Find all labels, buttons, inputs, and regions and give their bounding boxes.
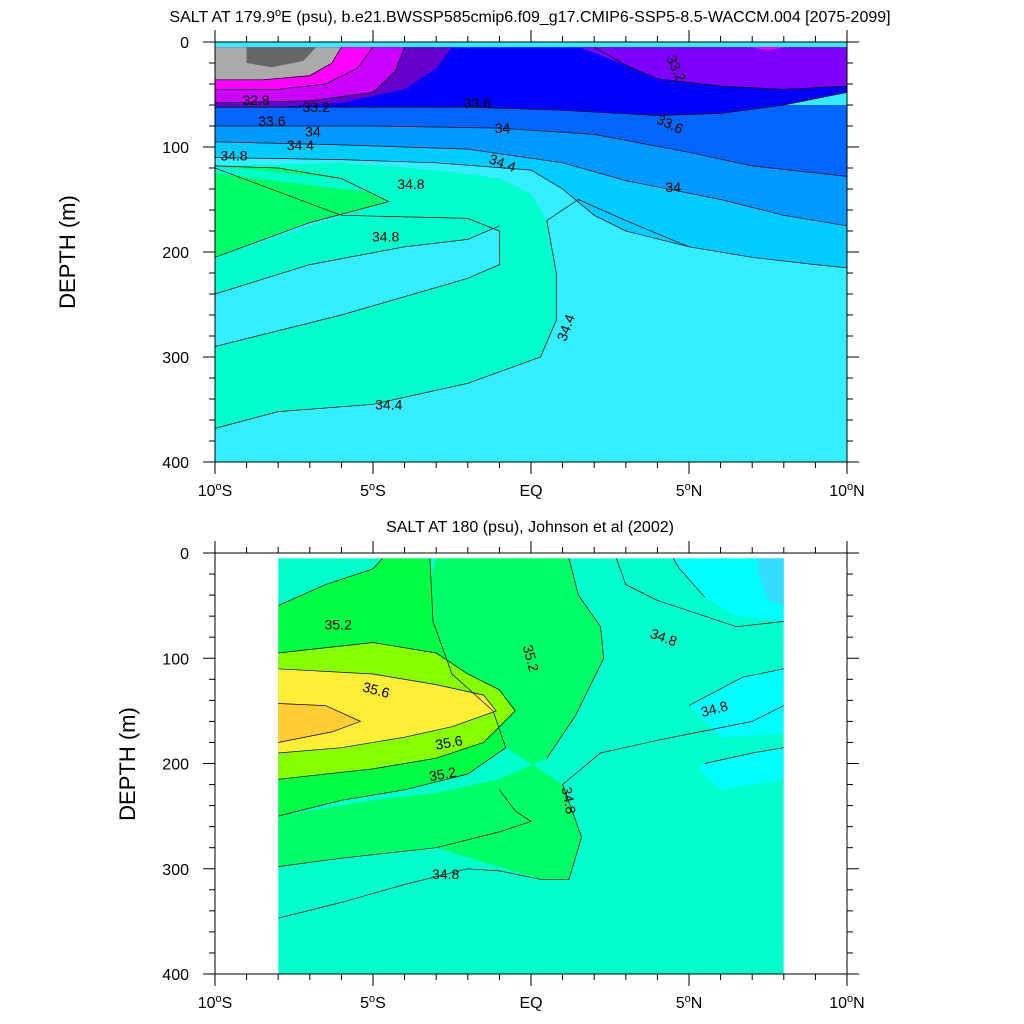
- contour-line: [215, 125, 847, 177]
- plot-area: 35.235.635.635.235.234.834.834.834.8: [278, 558, 784, 974]
- x-tick-label: 10oN: [829, 993, 864, 1012]
- contour-label: 34.4: [375, 396, 402, 412]
- contour-line: [215, 47, 374, 90]
- contour-line: [704, 747, 784, 764]
- contour-label: 35.2: [428, 764, 458, 785]
- contour-label: 34: [305, 123, 321, 139]
- contour-label: 34: [665, 179, 681, 195]
- y-axis-title: DEPTH (m): [115, 707, 140, 821]
- y-tick-label: 300: [162, 350, 189, 367]
- contour-label: 34: [495, 120, 511, 136]
- contour-line: [278, 558, 383, 606]
- contour-label: 33.2: [302, 99, 329, 115]
- y-axis-title: DEPTH (m): [55, 195, 80, 309]
- x-tick-label: 5oN: [676, 993, 703, 1012]
- contour-fill-region: [616, 558, 784, 622]
- contour-line: [278, 642, 516, 780]
- contour-fill-region: [278, 703, 361, 743]
- x-tick-label: 10oS: [198, 993, 233, 1012]
- contour-line: [215, 141, 847, 227]
- contour-label: 34.8: [699, 697, 730, 720]
- chart-title: SALT AT 179.9oE (psu), b.e21.BWSSP585cmi…: [169, 7, 890, 26]
- contour-line: [215, 165, 390, 258]
- contour-label: 34.4: [287, 137, 314, 153]
- contour-label: 34.8: [220, 147, 247, 163]
- contour-fill-region: [215, 162, 557, 429]
- chart-title: SALT AT 180 (psu), Johnson et al (2002): [386, 519, 674, 536]
- contour-line: [278, 668, 497, 754]
- y-tick-label: 400: [162, 967, 189, 984]
- contour-fill-region: [698, 747, 784, 790]
- y-tick-label: 0: [180, 546, 189, 563]
- contour-line: [278, 703, 362, 743]
- contour-label: 33.6: [258, 113, 285, 129]
- contour-line: [215, 92, 847, 116]
- contour-fill-region: [215, 165, 500, 294]
- contour-label: 35.2: [520, 643, 543, 674]
- contour-line: [215, 199, 847, 429]
- contour-fill-region: [758, 558, 784, 606]
- contour-label: 34.8: [432, 866, 459, 882]
- y-tick-label: 100: [162, 651, 189, 668]
- contour-fill-region: [752, 47, 784, 51]
- contour-line: [615, 558, 784, 628]
- contour-label: 35.2: [325, 617, 352, 633]
- x-tick-label: 5oN: [676, 481, 703, 500]
- contour-label: 35.6: [434, 732, 464, 753]
- contour-fill-group: [215, 42, 847, 462]
- contour-line: [672, 558, 706, 598]
- contour-panel-model: SALT AT 179.9oE (psu), b.e21.BWSSP585cmi…: [55, 7, 891, 500]
- x-tick-label: EQ: [519, 483, 542, 500]
- contour-fill-region: [215, 173, 247, 223]
- contour-fill-region: [246, 47, 317, 68]
- y-tick-label: 400: [162, 455, 189, 472]
- contour-line: [594, 46, 847, 90]
- contour-line: [688, 668, 784, 706]
- contour-label: 32.8: [242, 92, 269, 108]
- x-tick-label: 5oS: [360, 993, 386, 1012]
- y-tick-label: 0: [180, 35, 189, 52]
- contour-line: [546, 558, 605, 759]
- contour-fill-region: [689, 668, 784, 738]
- y-tick-label: 200: [162, 757, 189, 774]
- contour-fill-region: [215, 105, 847, 177]
- contour-line: [215, 167, 500, 347]
- x-tick-label: 10oS: [198, 481, 233, 500]
- contour-label: 33.6: [464, 95, 491, 111]
- contour-label: 34.8: [559, 786, 580, 816]
- contour-line: [215, 225, 500, 295]
- contour-fill-group: [278, 558, 784, 974]
- contour-label: 34.8: [397, 176, 424, 192]
- x-tick-label: 5oS: [360, 481, 386, 500]
- y-tick-label: 300: [162, 862, 189, 879]
- x-tick-label: EQ: [519, 995, 542, 1012]
- contour-line: [278, 789, 532, 867]
- contour-line: [215, 157, 690, 248]
- y-tick-label: 100: [162, 140, 189, 157]
- axes: 10oS 5oS EQ 5oN 10oN 0 100 200 300 400: [162, 541, 865, 1012]
- contour-panel-observations: SALT AT 180 (psu), Johnson et al (2002) …: [115, 519, 865, 1012]
- contour-line: [278, 558, 507, 817]
- contour-line: [278, 705, 784, 919]
- x-tick-label: 10oN: [829, 481, 864, 500]
- plot-area: 32.8 33.233.63434.434.834.834.833.63434.4…: [215, 42, 847, 462]
- contour-line: [215, 47, 405, 104]
- y-tick-label: 200: [162, 245, 189, 262]
- contour-label: 35.6: [361, 679, 392, 702]
- contour-fill-region: [578, 47, 847, 90]
- contour-fill-region: [278, 558, 604, 880]
- contour-line: [215, 47, 342, 81]
- axes: 10oS 5oS EQ 5oN 10oN 0 100 200 300 400: [162, 30, 865, 500]
- contour-label: 34.8: [372, 228, 399, 244]
